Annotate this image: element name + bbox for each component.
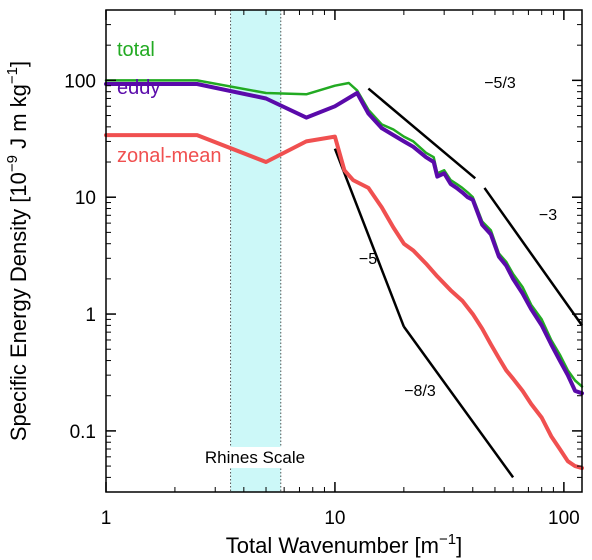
reference-slope-label: −5/3	[484, 75, 516, 92]
reference-slope-line	[333, 148, 406, 328]
reference-slope-label: −8/3	[404, 383, 436, 400]
rhines-scale-band	[230, 10, 281, 492]
plot-frame	[105, 9, 583, 493]
rhines-label-background	[202, 447, 308, 468]
reference-slope-line	[483, 187, 584, 327]
x-axis-title: Total Wavenumber [m−1]	[226, 531, 462, 558]
y-tick-label: 10	[75, 188, 96, 209]
rhines-scale-label: Rhines Scale	[205, 448, 305, 467]
series-line-total	[104, 79, 584, 388]
y-tick-label: 0.1	[70, 422, 96, 443]
series-label-total: total	[117, 39, 155, 61]
reference-slope-label: −3	[539, 207, 557, 224]
y-tick-label: 1	[85, 305, 96, 326]
reference-slope-line	[402, 325, 515, 479]
series-line-zonal-mean	[104, 133, 584, 471]
reference-slope-line	[367, 87, 477, 180]
y-tick-label: 100	[64, 71, 96, 92]
series-layer	[104, 79, 584, 471]
series-line-eddy	[104, 82, 584, 396]
reference-slopes-layer: −5/3 −3 −5 −8/3	[333, 75, 584, 479]
y-axis-title: Specific Energy Density [10−9 J m kg−1]	[4, 61, 31, 441]
x-tick-label: 10	[324, 508, 345, 529]
series-label-eddy: eddy	[117, 77, 160, 99]
series-label-zonal-mean: zonal-mean	[117, 145, 222, 167]
x-tick-label: 100	[548, 508, 580, 529]
reference-slope-label: −5	[359, 251, 377, 268]
x-tick-label: 1	[101, 508, 112, 529]
axis-ticks-layer: 1 10 100 0.1 1 10 100	[64, 9, 582, 529]
series-labels-layer: total eddy zonal-mean	[117, 39, 222, 167]
